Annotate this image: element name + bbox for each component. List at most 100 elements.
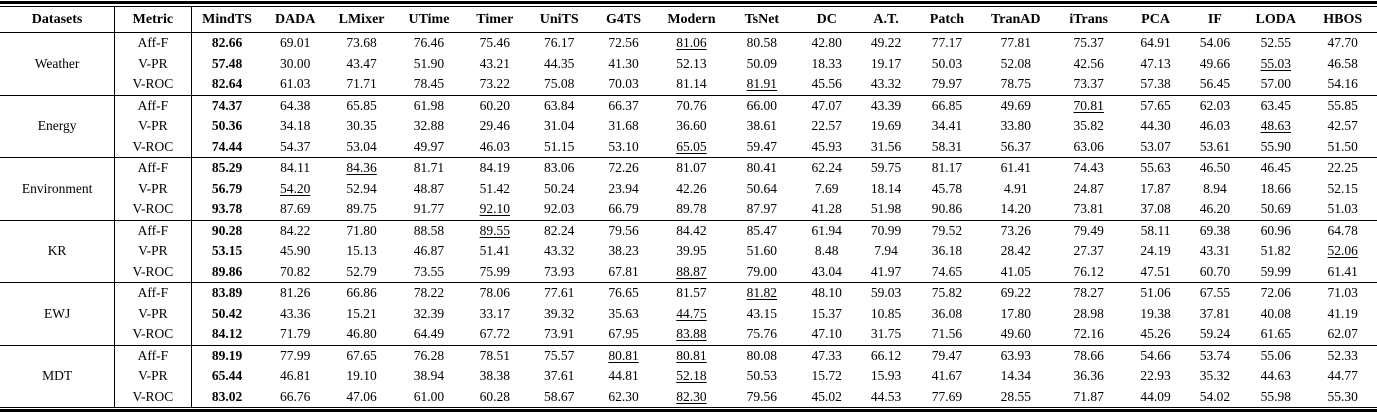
value-cell: 19.10: [346, 368, 377, 383]
value-cell: 71.56: [931, 326, 963, 341]
value-cell: 67.65: [346, 347, 377, 363]
value-cell: 55.03: [1260, 55, 1291, 71]
value-cell: 7.94: [874, 243, 898, 258]
value-cell: 49.97: [413, 138, 445, 154]
value-cell: 63.93: [1000, 347, 1031, 363]
value-cell: 37.81: [1199, 305, 1231, 321]
value-cell: 51.90: [413, 55, 445, 71]
value-cell: 66.79: [608, 201, 639, 216]
metric-label: V-PR: [114, 53, 192, 74]
value-cell: 45.78: [931, 180, 963, 196]
table-row: V-PR 50.42 43.36 15.21 32.39 33.17 39.32 35.63 4…: [0, 303, 1377, 324]
value-cell: 92.10: [479, 201, 511, 216]
value-cell: 38.38: [479, 368, 511, 383]
table-row: V-ROC 84.12 71.79 46.80 64.49 67.72 73.91 67.95…: [0, 324, 1377, 345]
value-cell: 48.10: [811, 285, 842, 300]
metric-label: V-ROC: [114, 261, 192, 283]
value-cell: 66.85: [931, 97, 963, 113]
value-cell: 61.65: [1260, 326, 1291, 341]
value-cell: 81.26: [280, 285, 311, 300]
value-cell: 50.53: [746, 368, 778, 383]
top-rule-thick: [0, 1, 1377, 4]
value-cell: 88.87: [676, 263, 707, 279]
value-cell: 49.60: [1000, 326, 1031, 341]
value-cell: 62.30: [608, 388, 639, 404]
table-row: V-ROC 82.64 61.03 71.71 78.45 73.22 75.08 70.03…: [0, 74, 1377, 95]
value-cell: 31.68: [608, 118, 639, 133]
column-header-loda: LODA: [1255, 12, 1296, 27]
value-cell: 53.74: [1199, 347, 1231, 363]
value-cell: 51.42: [479, 180, 511, 196]
value-cell: 59.03: [870, 285, 902, 300]
value-cell: 57.48: [211, 55, 243, 71]
value-cell: 35.32: [1199, 368, 1231, 383]
value-cell: 52.15: [1327, 180, 1358, 196]
value-cell: 73.22: [479, 76, 511, 91]
value-cell: 81.14: [676, 76, 707, 91]
value-cell: 79.56: [746, 388, 778, 404]
dataset-label: KR: [0, 220, 116, 283]
value-cell: 77.81: [1000, 35, 1031, 50]
top-rule-thin: [0, 6, 1377, 7]
value-cell: 78.51: [479, 347, 511, 363]
value-cell: 70.81: [1073, 97, 1104, 113]
value-cell: 15.72: [811, 368, 842, 383]
value-cell: 82.66: [211, 35, 243, 50]
value-cell: 15.37: [811, 305, 842, 321]
value-cell: 76.65: [608, 285, 639, 300]
value-cell: 61.94: [811, 222, 842, 238]
value-cell: 73.91: [544, 326, 575, 341]
value-cell: 54.20: [280, 180, 311, 196]
value-cell: 47.07: [811, 97, 842, 113]
value-cell: 65.05: [676, 138, 707, 154]
value-cell: 52.08: [1000, 55, 1031, 71]
value-cell: 80.41: [746, 160, 778, 175]
value-cell: 46.03: [479, 138, 511, 154]
value-cell: 52.13: [676, 55, 707, 71]
metric-label: V-PR: [114, 178, 192, 199]
column-header-utime: UTime: [408, 12, 450, 27]
value-cell: 55.30: [1327, 388, 1358, 404]
value-cell: 44.77: [1327, 368, 1358, 383]
value-cell: 28.42: [1000, 243, 1031, 258]
value-cell: 83.06: [544, 160, 575, 175]
value-cell: 51.03: [1327, 201, 1358, 216]
value-cell: 61.00: [413, 388, 445, 404]
value-cell: 23.94: [608, 180, 639, 196]
value-cell: 61.41: [1327, 263, 1358, 279]
value-cell: 38.94: [413, 368, 445, 383]
value-cell: 43.32: [870, 76, 902, 91]
value-cell: 47.06: [346, 388, 377, 404]
value-cell: 73.55: [413, 263, 445, 279]
value-cell: 44.63: [1260, 368, 1291, 383]
value-cell: 84.19: [479, 160, 511, 175]
value-cell: 19.17: [870, 55, 902, 71]
value-cell: 60.28: [479, 388, 511, 404]
value-cell: 84.12: [211, 326, 243, 341]
value-cell: 24.19: [1140, 243, 1171, 258]
value-cell: 61.98: [413, 97, 445, 113]
value-cell: 70.03: [608, 76, 639, 91]
value-cell: 89.19: [211, 347, 243, 363]
value-cell: 47.70: [1327, 35, 1358, 50]
value-cell: 46.81: [280, 368, 311, 383]
value-cell: 50.69: [1260, 201, 1291, 216]
value-cell: 51.50: [1327, 138, 1358, 154]
value-cell: 75.08: [544, 76, 575, 91]
value-cell: 45.93: [811, 138, 842, 154]
value-cell: 66.12: [870, 347, 902, 363]
value-cell: 63.84: [544, 97, 575, 113]
value-cell: 32.39: [413, 305, 445, 321]
value-cell: 76.28: [413, 347, 445, 363]
value-cell: 60.20: [479, 97, 511, 113]
value-cell: 43.32: [544, 243, 575, 258]
value-cell: 72.56: [608, 35, 639, 50]
metric-label: Aff-F: [114, 95, 192, 116]
value-cell: 56.45: [1199, 76, 1231, 91]
value-cell: 36.60: [676, 118, 707, 133]
column-header-g4ts: G4TS: [606, 12, 642, 27]
value-cell: 43.31: [1199, 243, 1231, 258]
value-cell: 87.97: [746, 201, 778, 216]
metric-label: Aff-F: [114, 282, 192, 304]
table-row: V-PR 50.36 34.18 30.35 32.88 29.46 31.04 31.68 3…: [0, 116, 1377, 137]
